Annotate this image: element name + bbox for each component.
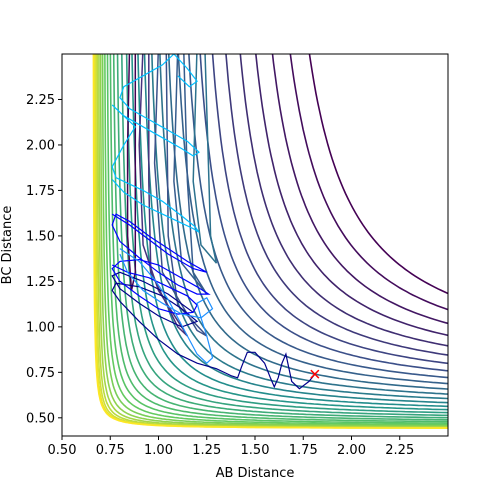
contour-level	[109, 54, 448, 423]
contour-level	[101, 54, 448, 427]
contour-level	[116, 54, 448, 419]
trajectory-line	[111, 213, 211, 315]
trajectory-line	[111, 54, 200, 233]
contour-lines	[92, 54, 448, 429]
x-tick-label: 1.50	[241, 443, 270, 458]
y-tick-label: 1.25	[26, 275, 55, 290]
contour-level	[255, 54, 448, 337]
contour-level	[121, 54, 448, 417]
marker-x	[310, 369, 320, 379]
trajectory-line	[119, 248, 214, 365]
trajectory-line	[111, 271, 316, 390]
trajectory-line	[173, 54, 198, 88]
contour-level	[125, 54, 448, 414]
trajectory-lines	[111, 54, 316, 390]
x-tick-label: 0.75	[96, 443, 125, 458]
contour-level	[308, 54, 448, 295]
contour-level	[153, 54, 208, 337]
contour-level	[211, 54, 448, 365]
y-tick-label: 0.75	[26, 366, 55, 381]
end-point-marker	[310, 369, 320, 379]
contour-level	[225, 54, 448, 356]
x-tick-label: 2.00	[337, 443, 366, 458]
contour-level	[106, 54, 448, 424]
contour-level	[289, 54, 448, 311]
y-tick-label: 2.25	[26, 93, 55, 108]
contour-level	[159, 54, 448, 395]
contour-level	[271, 54, 448, 325]
x-tick-label: 1.75	[289, 443, 318, 458]
x-axis-ticks: 0.50 0.75 1.00 1.25 1.50 1.75 2.00 2.25	[48, 436, 414, 458]
contour-level	[192, 54, 218, 264]
x-tick-label: 2.25	[385, 443, 414, 458]
y-axis-label: BC Distance	[0, 206, 15, 285]
y-tick-label: 2.00	[26, 138, 55, 153]
contour-level	[239, 54, 448, 347]
contour-level	[188, 54, 448, 379]
contour-level	[199, 54, 448, 372]
contour-level	[112, 54, 448, 421]
y-tick-label: 1.75	[26, 184, 55, 199]
x-axis-label: AB Distance	[216, 466, 295, 481]
y-axis-ticks: 0.50 0.75 1.00 1.25 1.50 1.75 2.00 2.25	[26, 93, 62, 426]
contour-level	[104, 54, 448, 426]
contour-level	[137, 54, 448, 408]
y-tick-label: 1.00	[26, 320, 55, 335]
x-tick-label: 1.00	[144, 443, 173, 458]
x-tick-label: 1.25	[192, 443, 221, 458]
contour-level	[131, 54, 448, 411]
contour-level	[92, 54, 448, 429]
y-tick-label: 1.50	[26, 229, 55, 244]
y-tick-label: 0.50	[26, 411, 55, 426]
x-tick-label: 0.50	[48, 443, 77, 458]
